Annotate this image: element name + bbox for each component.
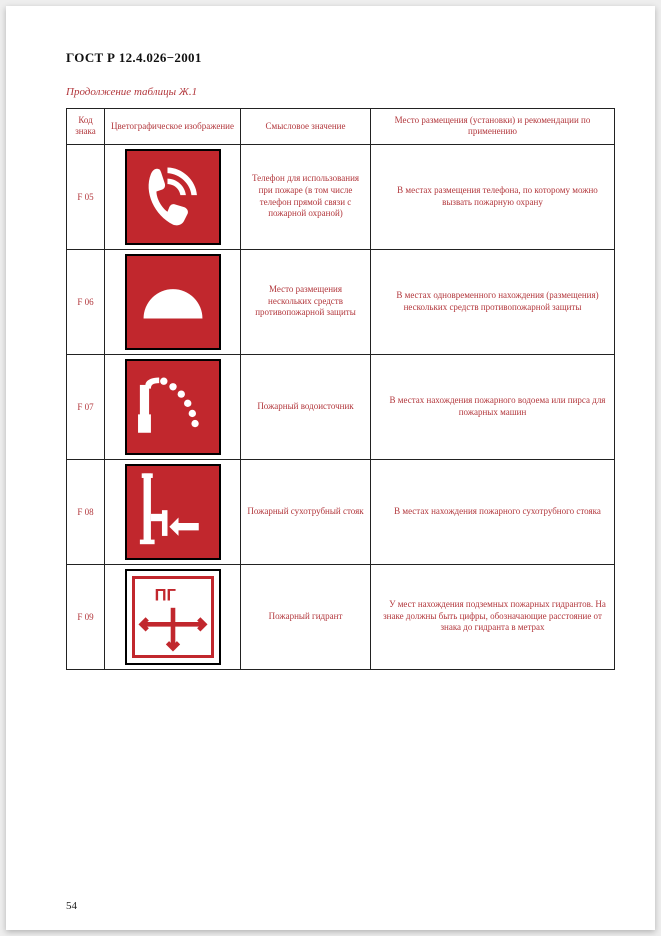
sign-place: В местах нахождения пожарного сухотрубно… — [371, 459, 615, 564]
table-header-row: Код знака Цветографическое изображение С… — [67, 109, 615, 145]
header-place: Место размещения (установки) и рекоменда… — [371, 109, 615, 145]
document-title: ГОСТ Р 12.4.026−2001 — [66, 50, 615, 66]
sign-pictogram-cell: ПГ — [105, 564, 241, 669]
header-image: Цветографическое изображение — [105, 109, 241, 145]
sign-meaning: Пожарный сухотрубный стояк — [241, 459, 371, 564]
sign-pictogram-cell — [105, 459, 241, 564]
sign-meaning: Пожарный водоисточник — [241, 354, 371, 459]
table-row: F 08 — [67, 459, 615, 564]
sign-place: В местах размещения телефона, по котором… — [371, 144, 615, 249]
fire-dry-riser-sign-icon — [125, 464, 221, 560]
sign-pictogram-cell — [105, 144, 241, 249]
sign-place: В местах одновременного нахождения (разм… — [371, 249, 615, 354]
fire-hydrant-sign-icon: ПГ — [125, 569, 221, 665]
sign-code: F 09 — [67, 564, 105, 669]
table-row: F 07 — [67, 354, 615, 459]
sign-code: F 05 — [67, 144, 105, 249]
sign-code: F 06 — [67, 249, 105, 354]
document-page: ГОСТ Р 12.4.026−2001 Продолжение таблицы… — [6, 6, 655, 930]
sign-code: F 07 — [67, 354, 105, 459]
sign-meaning: Телефон для использования при пожаре (в … — [241, 144, 371, 249]
table-row: F 05 Телефон для использования при пожар… — [67, 144, 615, 249]
page-number: 54 — [66, 900, 77, 912]
sign-place: У мест нахождения подземных пожарных гид… — [371, 564, 615, 669]
sign-meaning: Пожарный гидрант — [241, 564, 371, 669]
sign-place: В местах нахождения пожарного водоема ил… — [371, 354, 615, 459]
sign-pictogram-cell — [105, 354, 241, 459]
fire-water-source-sign-icon — [125, 359, 221, 455]
header-code: Код знака — [67, 109, 105, 145]
sign-pictogram-cell — [105, 249, 241, 354]
fire-multiple-means-sign-icon — [125, 254, 221, 350]
signs-table: Код знака Цветографическое изображение С… — [66, 108, 615, 670]
table-continuation-note: Продолжение таблицы Ж.1 — [66, 86, 615, 98]
sign-code: F 08 — [67, 459, 105, 564]
table-row: F 09 ПГ — [67, 564, 615, 669]
header-meaning: Смысловое значение — [241, 109, 371, 145]
table-row: F 06 Место размещения нескольких средств… — [67, 249, 615, 354]
sign-meaning: Место размещения нескольких средств прот… — [241, 249, 371, 354]
fire-phone-sign-icon — [125, 149, 221, 245]
